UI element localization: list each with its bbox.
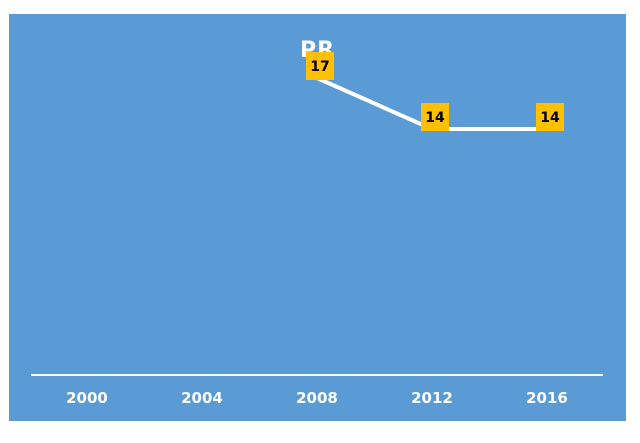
x-tick-label: 2016 (526, 389, 568, 407)
data-label-box (306, 52, 334, 80)
data-label-text: 14 (540, 110, 560, 126)
data-label-text: 17 (310, 59, 329, 75)
data-label: 17 (306, 52, 334, 80)
x-tick-label: 2004 (181, 389, 223, 407)
data-label: 14 (421, 103, 449, 131)
x-tick-label: 2008 (296, 389, 338, 407)
label-layer: 17 14 14 (306, 52, 564, 131)
data-label: 14 (536, 103, 564, 131)
line-chart: 17 14 14 2000 2004 2008 2012 2016 (31, 52, 603, 407)
data-label-box (421, 103, 449, 131)
data-label-text: 14 (425, 110, 445, 126)
tick-layer: 2000 2004 2008 2012 2016 (66, 389, 568, 407)
x-tick-label: 2000 (66, 389, 108, 407)
chart-frame: PR 17 14 14 2000 2004 2008 2012 2016 (9, 14, 626, 421)
data-label-box (536, 103, 564, 131)
x-tick-label: 2012 (411, 389, 453, 407)
